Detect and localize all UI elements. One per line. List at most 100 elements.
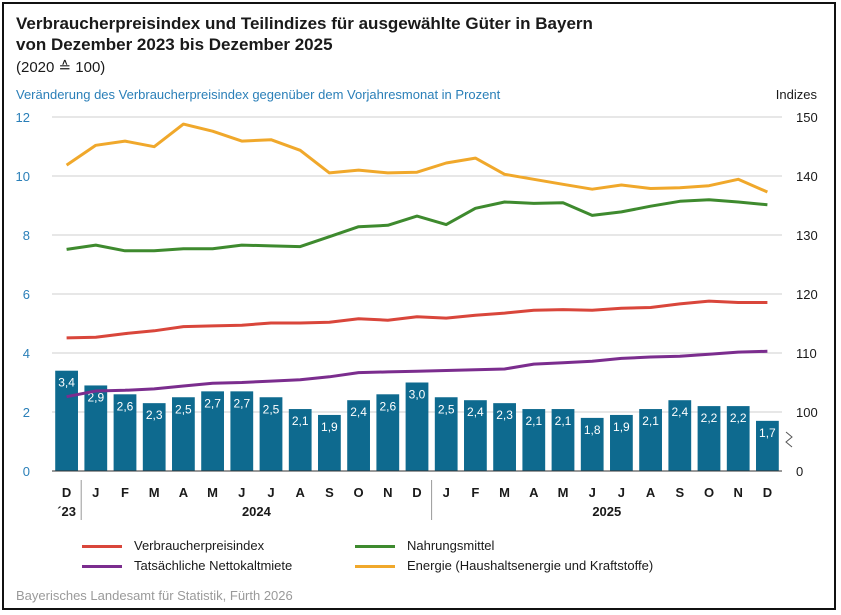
x-tick-label: M xyxy=(149,485,160,500)
bar-value-label: 2,1 xyxy=(642,414,659,428)
left-axis-label: Veränderung des Verbraucherpreisindex ge… xyxy=(16,87,501,102)
bar-value-label: 2,7 xyxy=(233,396,250,410)
series-line xyxy=(66,198,768,253)
bar xyxy=(230,391,254,471)
legend-label: Nahrungsmittel xyxy=(407,538,495,553)
x-tick-label: N xyxy=(383,485,392,500)
legend-swatch-orange xyxy=(355,565,395,569)
x-tick-label: M xyxy=(207,485,218,500)
bar-value-label: 2,3 xyxy=(146,408,163,422)
left-tick-label: 12 xyxy=(16,110,30,125)
x-tick-label: A xyxy=(646,485,656,500)
bar xyxy=(288,409,312,471)
left-tick-label: 0 xyxy=(23,464,30,479)
year-label: 2025 xyxy=(592,504,621,519)
bar xyxy=(405,382,429,471)
bar xyxy=(318,414,341,471)
bar xyxy=(522,409,546,471)
bar-value-label: 2,7 xyxy=(204,396,221,410)
right-tick-label: 150 xyxy=(796,110,818,125)
bar xyxy=(113,394,137,471)
bar-value-label: 2,4 xyxy=(350,405,367,419)
bar xyxy=(464,400,487,471)
bar-value-label: 2,5 xyxy=(263,402,280,416)
bar xyxy=(142,403,166,471)
series-line xyxy=(66,349,768,399)
x-tick-label: A xyxy=(296,485,306,500)
right-tick-label: 100 xyxy=(796,405,818,420)
bar xyxy=(84,385,108,471)
bar-value-label: 2,1 xyxy=(292,414,309,428)
bar-value-label: 2,5 xyxy=(175,402,192,416)
legend-label: Verbraucherpreisindex xyxy=(134,538,265,553)
x-tick-label: J xyxy=(618,485,625,500)
x-tick-label: J xyxy=(589,485,596,500)
legend-swatch-red xyxy=(82,545,122,549)
legend-swatch-purple xyxy=(82,565,122,569)
bar-value-label: 2,3 xyxy=(496,408,513,422)
bar-value-label: 1,9 xyxy=(613,420,630,434)
x-tick-label: M xyxy=(558,485,569,500)
legend-item-energie: Energie (Haushaltsenergie und Kraftstoff… xyxy=(355,558,653,573)
bar-value-label: 3,0 xyxy=(409,388,426,402)
right-axis-label: Indizes xyxy=(775,87,817,102)
chart-title-line2: von Dezember 2023 bis Dezember 2025 xyxy=(16,35,333,54)
x-tick-label: F xyxy=(121,485,129,500)
x-tick-label: D xyxy=(62,485,71,500)
bar xyxy=(580,417,604,471)
series-line xyxy=(65,122,768,194)
bar-value-label: 2,4 xyxy=(671,405,688,419)
year-label: 2024 xyxy=(242,504,272,519)
bar-value-label: 2,1 xyxy=(555,414,572,428)
bar xyxy=(434,397,458,471)
legend-item-verbraucherpreisindex: Verbraucherpreisindex xyxy=(82,538,264,553)
axis-break-mark xyxy=(785,431,793,448)
legend-label: Tatsächliche Nettokaltmiete xyxy=(134,558,293,573)
bar-value-label: 2,6 xyxy=(379,399,396,413)
bar-value-label: 3,4 xyxy=(58,376,75,390)
chart-title-line1: Verbraucherpreisindex und Teilindizes fü… xyxy=(16,14,593,33)
x-tick-label: J xyxy=(92,485,99,500)
series-line xyxy=(66,299,768,340)
x-tick-label: J xyxy=(238,485,245,500)
x-tick-label: A xyxy=(529,485,539,500)
bar xyxy=(551,409,575,471)
bar xyxy=(697,406,721,471)
bar xyxy=(668,400,692,471)
right-tick-label: 130 xyxy=(796,228,818,243)
bar-value-label: 2,2 xyxy=(701,411,718,425)
x-tick-label: J xyxy=(267,485,274,500)
x-tick-label: D xyxy=(763,485,772,500)
x-tick-label: A xyxy=(179,485,189,500)
bar-value-label: 2,2 xyxy=(730,411,747,425)
bar xyxy=(726,406,750,471)
x-tick-label: O xyxy=(354,485,364,500)
left-tick-label: 4 xyxy=(23,346,30,361)
bar-value-label: 2,9 xyxy=(87,390,104,404)
legend-item-nettokaltmiete: Tatsächliche Nettokaltmiete xyxy=(82,558,292,573)
right-tick-label: 140 xyxy=(796,169,818,184)
bar xyxy=(610,414,633,471)
bar xyxy=(201,391,224,471)
x-tick-label: J xyxy=(443,485,450,500)
left-tick-label: 8 xyxy=(23,228,30,243)
bar xyxy=(172,397,195,471)
left-tick-label: 10 xyxy=(16,169,30,184)
x-tick-label: M xyxy=(499,485,510,500)
right-tick-label: 110 xyxy=(796,346,817,361)
x-tick-label: D xyxy=(412,485,421,500)
bar xyxy=(347,400,370,471)
bar-value-label: 1,8 xyxy=(584,423,601,437)
x-tick-label: F xyxy=(471,485,479,500)
bar-value-label: 2,5 xyxy=(438,402,455,416)
right-tick-label: 0 xyxy=(796,464,803,479)
x-tick-label: S xyxy=(325,485,334,500)
left-tick-label: 2 xyxy=(23,405,30,420)
bar-value-label: 2,1 xyxy=(525,414,542,428)
bar-value-label: 1,7 xyxy=(759,426,776,440)
bar-value-label: 2,4 xyxy=(467,405,484,419)
year-label: ´23 xyxy=(57,504,76,519)
chart-subtitle: (2020 ≙ 100) xyxy=(16,59,106,76)
right-tick-label: 120 xyxy=(796,287,818,302)
